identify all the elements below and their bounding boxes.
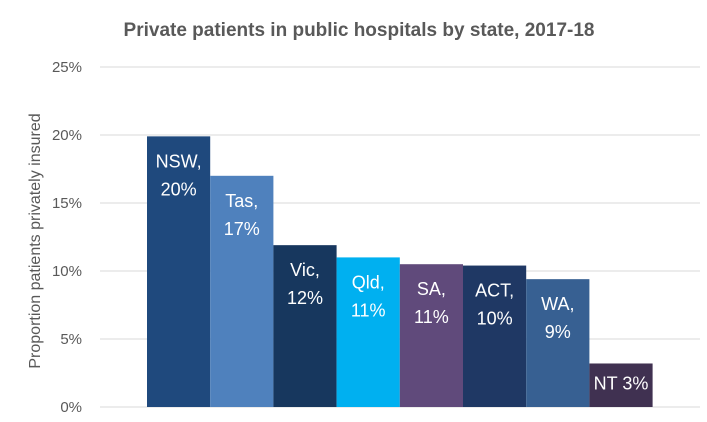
bar-vic bbox=[273, 245, 337, 407]
bar-wa bbox=[526, 279, 590, 407]
y-tick-label: 25% bbox=[52, 59, 82, 76]
data-label-nt: NT 3% bbox=[594, 373, 649, 393]
bar-act bbox=[463, 265, 527, 407]
data-label-act: ACT, bbox=[475, 281, 514, 301]
bars bbox=[147, 136, 653, 408]
y-axis-label: Proportion patients privately insured bbox=[27, 113, 44, 368]
data-label-nsw: 20% bbox=[161, 179, 197, 199]
data-label-qld: Qld, bbox=[352, 272, 385, 292]
bar-nt bbox=[589, 363, 653, 407]
data-label-vic: 12% bbox=[287, 288, 323, 308]
data-label-qld: 11% bbox=[351, 300, 386, 320]
data-label-nsw: NSW, bbox=[156, 151, 202, 171]
bar-qld bbox=[336, 257, 400, 407]
bar-tas bbox=[210, 175, 274, 407]
data-label-act: 10% bbox=[477, 309, 513, 329]
y-tick-label: 5% bbox=[60, 331, 82, 348]
data-label-wa: 9% bbox=[545, 322, 571, 342]
bar-nsw bbox=[147, 136, 211, 408]
data-label-sa: 11% bbox=[414, 307, 449, 327]
data-label-wa: WA, bbox=[541, 294, 574, 314]
chart-title: Private patients in public hospitals by … bbox=[124, 20, 595, 41]
y-tick-label: 20% bbox=[52, 127, 82, 144]
y-tick-label: 0% bbox=[60, 399, 82, 416]
data-label-sa: SA, bbox=[417, 279, 446, 299]
y-tick-label: 10% bbox=[52, 263, 82, 280]
data-label-tas: 17% bbox=[224, 219, 260, 239]
data-label-vic: Vic, bbox=[290, 260, 320, 280]
bar-sa bbox=[399, 264, 463, 407]
y-tick-label: 15% bbox=[52, 195, 82, 212]
data-label-tas: Tas, bbox=[225, 191, 258, 211]
data-labels: NSW, 20% Tas, 17% Vic, 12% Qld, 11% SA, 11% ACT, 10… bbox=[156, 151, 649, 393]
y-axis-ticks: 0% 5% 10% 15% 20% 25% bbox=[52, 59, 82, 416]
